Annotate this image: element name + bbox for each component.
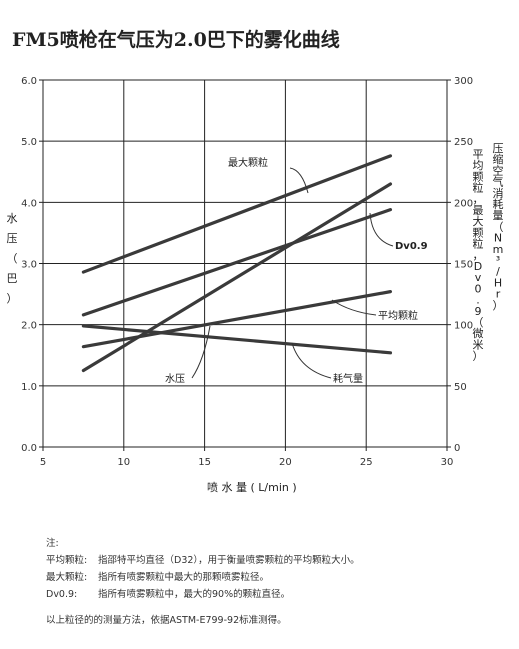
y-right-tick-label: 50	[454, 382, 467, 393]
annotation-label: 平均颗粒	[378, 309, 418, 322]
chart-title: FM5喷枪在气压为2.0巴下的雾化曲线	[12, 28, 340, 51]
y-right-tick-label: 200	[454, 198, 473, 209]
x-tick-label: 20	[279, 457, 292, 468]
x-axis-label: 喷 水 量 ( L/min )	[207, 481, 297, 494]
note-text: 指邵特平均直径（D32），用于衡量喷雾颗粒的平均颗粒大小。	[98, 555, 360, 566]
series-line-耗气量	[81, 324, 393, 355]
annotation-leader-line	[369, 212, 394, 247]
annotation-label: Dv0.9	[395, 241, 428, 252]
y-left-axis-label: 水压（巴）	[7, 212, 18, 305]
note-key: 平均颗粒:	[46, 555, 88, 566]
x-tick-label: 15	[198, 457, 211, 468]
note-text: 指所有喷雾颗粒中，最大的90%的颗粒直径。	[98, 589, 291, 600]
annotation-leader-line	[289, 167, 309, 194]
tick-labels: 5 10 15 20 25 30 0.0 1.0 2.0 3.0 4.0 5.0 6.0 0 50 100 15…	[21, 76, 473, 468]
x-tick-label: 25	[360, 457, 373, 468]
y-right-tick-label: 0	[454, 443, 460, 454]
y-right-tick-label: 250	[454, 137, 473, 148]
annotation-label: 耗气量	[333, 372, 363, 385]
note-row: 平均颗粒: 指邵特平均直径（D32），用于衡量喷雾颗粒的平均颗粒大小。	[46, 552, 360, 569]
y-right-tick-label: 100	[454, 321, 473, 332]
y-left-tick-label: 6.0	[21, 76, 37, 87]
notes-footer: 以上粒径的的测量方法，依据ASTM-E799-92标准测得。	[46, 615, 287, 626]
annotation-leader-line	[291, 342, 332, 379]
y-left-tick-label: 0.0	[21, 443, 37, 454]
y-left-tick-label: 2.0	[21, 321, 37, 332]
annotation-label: 最大颗粒	[228, 156, 268, 169]
x-tick-label: 30	[441, 457, 454, 468]
series-line-Dv0.9	[81, 208, 393, 317]
chart-grid	[39, 79, 451, 451]
notes-block: 注: 平均颗粒: 指邵特平均直径（D32），用于衡量喷雾颗粒的平均颗粒大小。 最大…	[46, 535, 360, 629]
note-key: Dv0.9:	[46, 589, 78, 600]
y-right-tick-label: 300	[454, 76, 473, 87]
notes-heading: 注:	[46, 538, 59, 549]
annotation-leader-line	[191, 325, 211, 379]
series-line-最大颗粒	[81, 154, 393, 274]
note-text: 指所有喷雾颗粒中最大的那颗喷雾粒径。	[98, 572, 270, 583]
y-left-tick-label: 1.0	[21, 382, 37, 393]
annotation-leader-line	[331, 299, 377, 316]
note-row: Dv0.9: 指所有喷雾颗粒中，最大的90%的颗粒直径。	[46, 586, 360, 603]
y-right-tick-label: 150	[454, 260, 473, 271]
annotation-label: 水压	[165, 373, 185, 385]
series-lines	[81, 154, 393, 373]
y-left-tick-label: 3.0	[21, 260, 37, 271]
series-line-水压	[81, 182, 393, 373]
y-left-tick-label: 5.0	[21, 137, 37, 148]
x-tick-label: 5	[40, 457, 46, 468]
x-tick-label: 10	[117, 457, 130, 468]
note-row: 最大颗粒: 指所有喷雾颗粒中最大的那颗喷雾粒径。	[46, 569, 360, 586]
y-left-tick-label: 4.0	[21, 198, 37, 209]
series-line-平均颗粒	[81, 290, 393, 349]
note-key: 最大颗粒:	[46, 572, 88, 583]
